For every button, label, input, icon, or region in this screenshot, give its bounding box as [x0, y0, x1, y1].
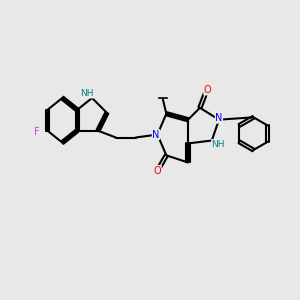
- Text: NH: NH: [212, 140, 225, 148]
- Text: F: F: [34, 127, 40, 137]
- Text: N: N: [152, 130, 160, 140]
- Text: N: N: [215, 113, 223, 123]
- Text: NH: NH: [80, 89, 93, 98]
- Text: O: O: [154, 166, 161, 176]
- Text: O: O: [204, 85, 212, 95]
